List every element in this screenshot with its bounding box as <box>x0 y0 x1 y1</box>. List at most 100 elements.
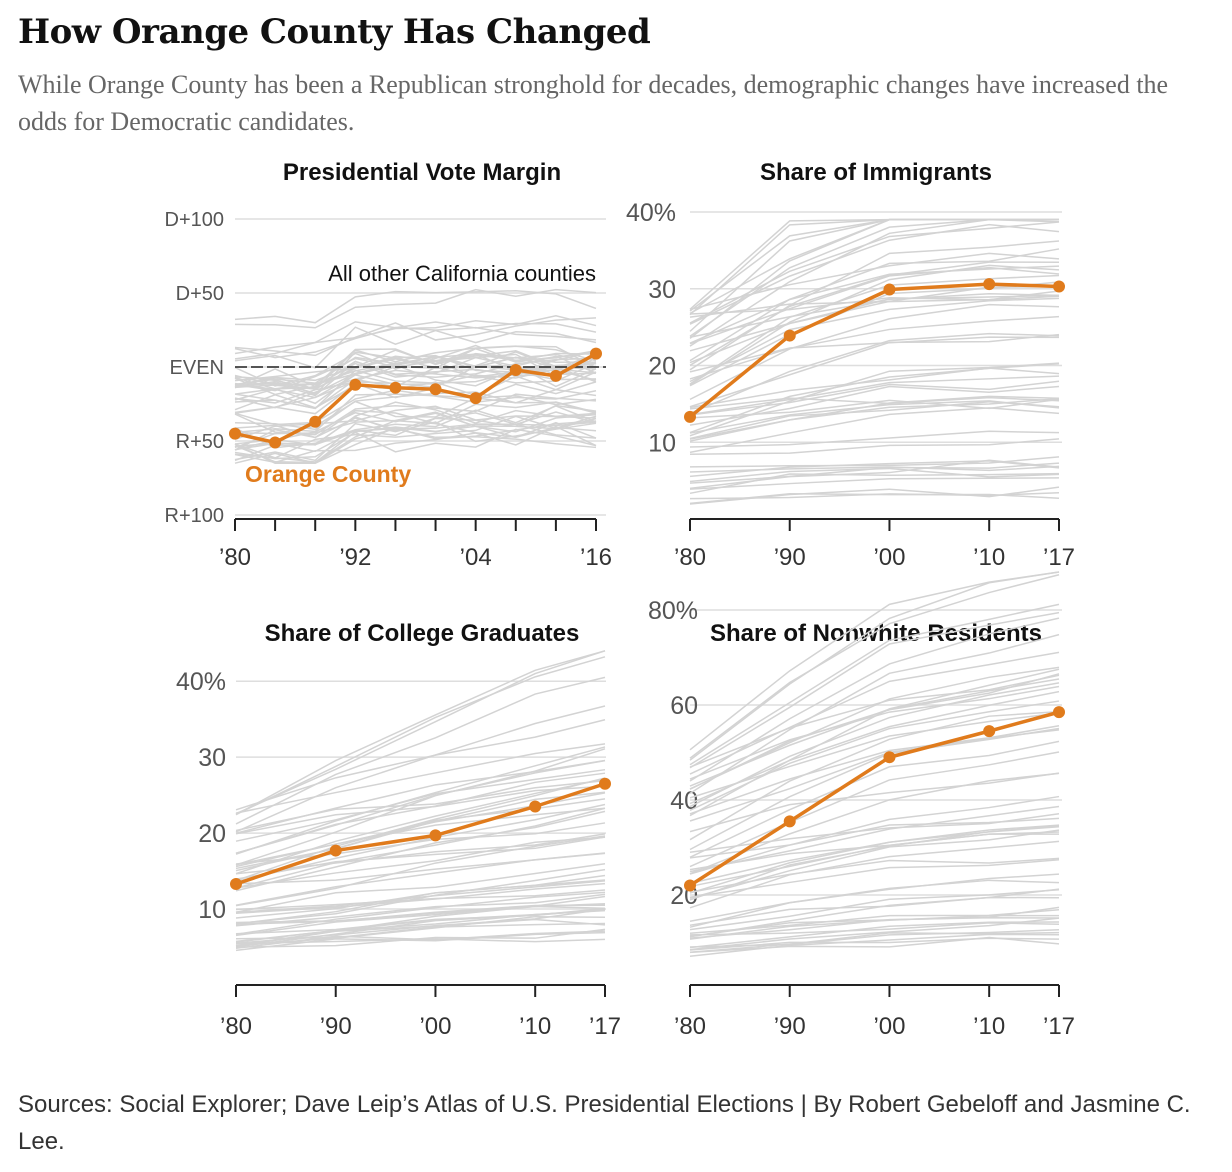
county-line <box>235 852 606 885</box>
y-tick-label: 40% <box>626 199 676 227</box>
orange-county-point <box>549 369 562 382</box>
county-line <box>689 221 1060 324</box>
county-line <box>689 248 1060 362</box>
county-line <box>689 916 1060 939</box>
orange-county-point <box>509 363 522 376</box>
charts-canvas: Presidential Vote Margin D+100 D+50 EVEN R+5… <box>165 159 1076 1040</box>
county-line <box>689 633 1060 795</box>
county-line <box>689 472 1060 495</box>
county-line <box>689 751 1060 868</box>
chart-title: Share of College Graduates <box>265 620 580 647</box>
other-counties-lines <box>689 571 1060 957</box>
county-line <box>234 411 597 448</box>
county-line <box>689 315 1060 380</box>
county-line <box>235 768 606 842</box>
x-tick-label: ’16 <box>580 544 612 571</box>
county-line <box>234 326 597 359</box>
chart-title: Share of Immigrants <box>760 159 992 186</box>
county-line <box>689 362 1060 437</box>
county-line <box>689 395 1060 442</box>
county-line <box>234 420 597 462</box>
x-tick-label: ’17 <box>1043 1013 1075 1040</box>
county-line <box>234 355 597 387</box>
chart-panel-vote-margin: Presidential Vote Margin D+100 D+50 EVEN R+5… <box>165 159 613 571</box>
county-line <box>689 817 1060 859</box>
county-line <box>235 779 606 832</box>
county-line <box>234 389 597 426</box>
county-line <box>234 401 597 446</box>
county-line <box>235 874 606 925</box>
orange-county-point <box>269 436 282 449</box>
chart-title: Share of Nonwhite Residents <box>710 620 1042 647</box>
county-line <box>235 893 606 927</box>
county-line <box>689 264 1060 386</box>
county-line <box>689 857 1060 894</box>
county-line <box>689 879 1060 922</box>
county-line <box>234 405 597 441</box>
county-line <box>689 921 1060 949</box>
county-line <box>689 297 1060 383</box>
y-tick-label: 60 <box>670 692 698 720</box>
other-counties-lines <box>235 650 606 952</box>
county-line <box>689 833 1060 871</box>
county-line <box>689 456 1060 468</box>
orange-county-point <box>783 329 796 342</box>
orange-county-point <box>349 378 362 391</box>
orange-county-point <box>599 777 611 790</box>
county-line <box>234 321 597 355</box>
county-line <box>689 261 1060 366</box>
county-line <box>689 467 1060 483</box>
orange-county-point <box>684 410 696 423</box>
county-line <box>689 573 1060 759</box>
x-tick-label: ’92 <box>339 544 371 571</box>
county-line <box>689 493 1060 505</box>
x-tick-label: ’17 <box>1043 544 1075 571</box>
orange-county-point <box>883 283 896 296</box>
county-line <box>689 888 1060 938</box>
county-line <box>689 928 1060 948</box>
county-line <box>689 295 1060 318</box>
county-line <box>689 611 1060 769</box>
county-line <box>235 743 606 814</box>
chart-panel-nonwhite-residents: Share of Nonwhite Residents20406080%’80’… <box>648 571 1075 1040</box>
county-line <box>689 682 1060 808</box>
county-line <box>689 678 1060 787</box>
county-line <box>689 375 1060 416</box>
county-line <box>689 336 1060 373</box>
orange-county-point <box>529 800 542 813</box>
other-counties-lines <box>689 218 1060 505</box>
county-line <box>235 891 606 936</box>
county-line <box>689 265 1060 344</box>
county-line <box>234 393 597 434</box>
county-line <box>689 651 1060 775</box>
x-tick-label: ’80 <box>219 544 251 571</box>
county-line <box>235 807 606 889</box>
annotation-orange-county: Orange County <box>245 461 411 487</box>
y-tick-label: R+100 <box>165 505 225 527</box>
orange-county-point <box>883 751 896 764</box>
county-line <box>235 656 606 816</box>
county-line <box>689 840 1060 909</box>
source-note: Sources: Social Explorer; Dave Leip’s At… <box>18 1091 1191 1155</box>
county-line <box>235 836 606 880</box>
county-line <box>689 617 1060 782</box>
x-tick-label: ’10 <box>973 1013 1005 1040</box>
orange-county-point <box>429 383 442 396</box>
chart-panel-immigrants: Share of Immigrants 10 20 30 40% ’80 ’90 ’00 ’10… <box>626 159 1075 571</box>
y-tick-label: 40% <box>176 668 226 696</box>
county-line <box>689 712 1060 799</box>
orange-county-point <box>783 815 796 828</box>
county-line <box>235 676 606 825</box>
county-line <box>234 353 597 396</box>
orange-county-point <box>983 725 996 738</box>
county-line <box>689 685 1060 780</box>
county-line <box>689 477 1060 490</box>
county-line <box>234 428 597 460</box>
y-tick-label: D+50 <box>176 283 224 305</box>
county-line <box>235 785 606 835</box>
county-line <box>234 348 597 388</box>
y-tick-label: 10 <box>648 429 676 457</box>
y-tick-label: D+100 <box>165 209 225 231</box>
county-line <box>689 931 1060 953</box>
y-tick-label: 30 <box>198 744 226 772</box>
